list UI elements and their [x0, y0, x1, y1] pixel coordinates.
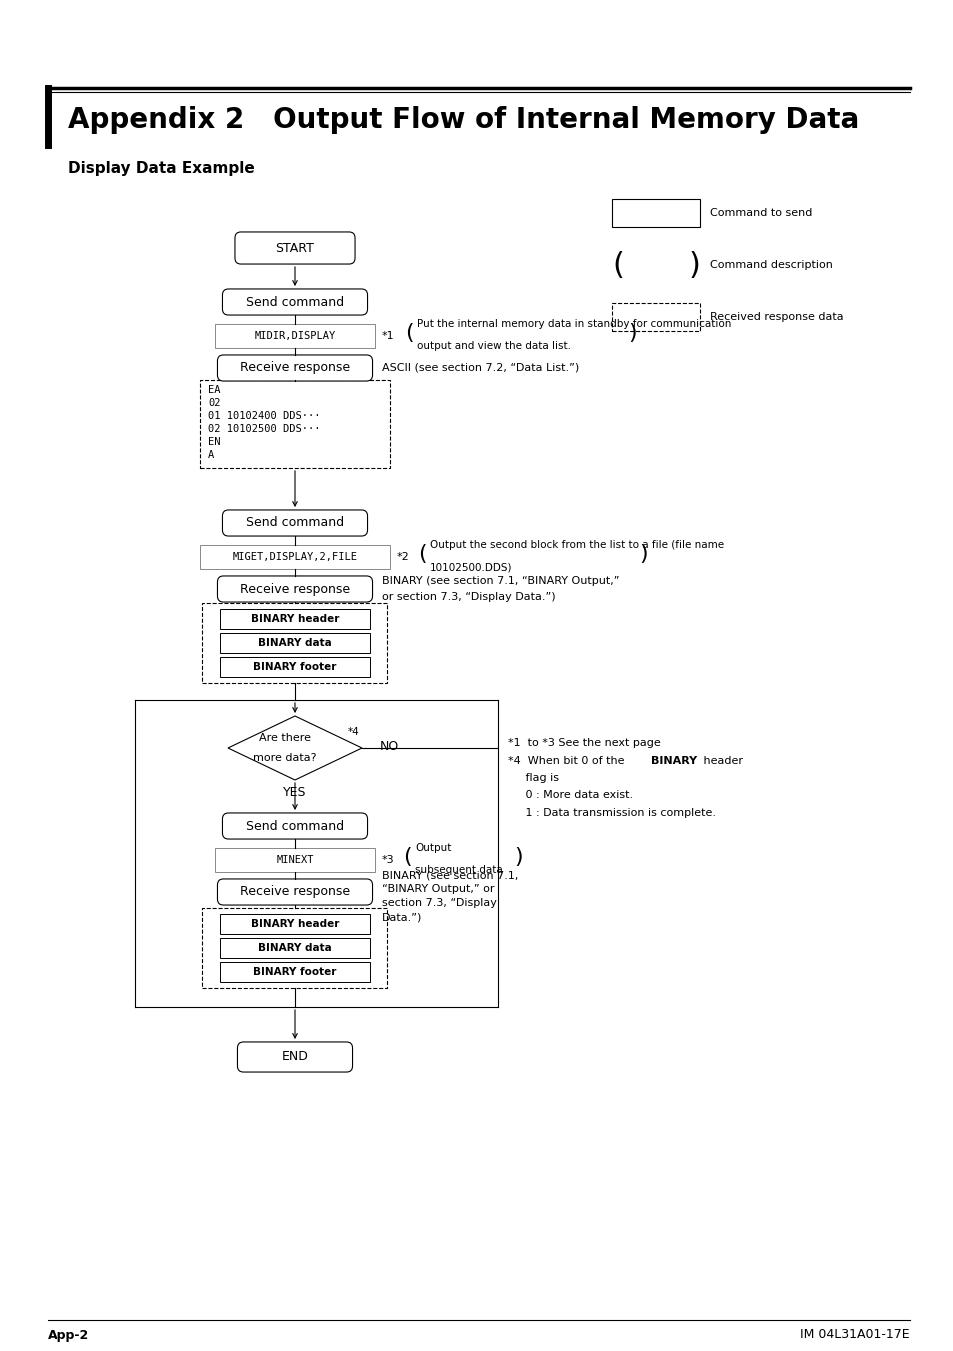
Text: 1 : Data transmission is complete.: 1 : Data transmission is complete.: [507, 808, 716, 817]
Text: *2: *2: [396, 553, 410, 562]
Text: Appendix 2   Output Flow of Internal Memory Data: Appendix 2 Output Flow of Internal Memor…: [68, 105, 859, 134]
Bar: [612, 303, 700, 331]
Text: START: START: [275, 242, 314, 254]
Text: Output: Output: [415, 843, 451, 852]
Text: 10102500.DDS): 10102500.DDS): [430, 562, 512, 571]
Text: (: (: [405, 323, 414, 343]
Bar: [612, 199, 700, 227]
Text: *1: *1: [381, 331, 395, 340]
Text: BINARY footer: BINARY footer: [253, 967, 336, 977]
Text: Display Data Example: Display Data Example: [68, 161, 254, 176]
Bar: [220, 657, 370, 677]
Text: END: END: [281, 1051, 308, 1063]
Text: ): ): [687, 250, 700, 280]
FancyBboxPatch shape: [237, 1042, 353, 1073]
Text: Command to send: Command to send: [709, 208, 812, 218]
Text: (: (: [612, 250, 623, 280]
Polygon shape: [228, 716, 361, 780]
Text: Send command: Send command: [246, 516, 344, 530]
Text: MINEXT: MINEXT: [276, 855, 314, 865]
Text: Send command: Send command: [246, 296, 344, 308]
Text: Send command: Send command: [246, 820, 344, 832]
Text: BINARY (see section 7.1,: BINARY (see section 7.1,: [381, 871, 517, 881]
Text: NO: NO: [379, 739, 399, 753]
Text: output and view the data list.: output and view the data list.: [416, 340, 571, 351]
Bar: [200, 380, 390, 467]
Text: EA: EA: [208, 385, 220, 394]
Text: subsequent data: subsequent data: [415, 865, 502, 875]
Text: BINARY data: BINARY data: [258, 638, 332, 648]
Text: flag is: flag is: [507, 773, 558, 784]
FancyBboxPatch shape: [222, 813, 367, 839]
Bar: [202, 603, 387, 684]
Text: more data?: more data?: [253, 753, 316, 763]
Text: BINARY (see section 7.1, “BINARY Output,”: BINARY (see section 7.1, “BINARY Output,…: [381, 576, 618, 586]
Text: MIGET,DISPLAY,2,FILE: MIGET,DISPLAY,2,FILE: [233, 553, 357, 562]
Bar: [214, 848, 375, 871]
FancyBboxPatch shape: [222, 289, 367, 315]
Bar: [220, 915, 370, 934]
Text: 0 : More data exist.: 0 : More data exist.: [507, 790, 633, 800]
Text: A: A: [208, 450, 214, 459]
Text: (: (: [417, 544, 426, 563]
Text: 01 10102400 DDS···: 01 10102400 DDS···: [208, 411, 320, 422]
Text: *4: *4: [348, 727, 359, 738]
Text: ): ): [639, 544, 647, 563]
Text: Receive response: Receive response: [240, 885, 350, 898]
Text: 02 10102500 DDS···: 02 10102500 DDS···: [208, 424, 320, 434]
Text: BINARY: BINARY: [650, 757, 697, 766]
Text: Receive response: Receive response: [240, 362, 350, 374]
Text: *1  to *3 See the next page: *1 to *3 See the next page: [507, 738, 660, 748]
Text: Output the second block from the list to a file (file name: Output the second block from the list to…: [430, 540, 723, 550]
Text: ASCII (see section 7.2, “Data List.”): ASCII (see section 7.2, “Data List.”): [381, 363, 578, 373]
Text: section 7.3, “Display: section 7.3, “Display: [381, 898, 497, 908]
Text: App-2: App-2: [48, 1328, 90, 1342]
Bar: [202, 908, 387, 988]
FancyBboxPatch shape: [217, 576, 373, 603]
Text: *4  When bit 0 of the: *4 When bit 0 of the: [507, 757, 627, 766]
Text: BINARY data: BINARY data: [258, 943, 332, 952]
Text: BINARY header: BINARY header: [251, 919, 339, 929]
Text: ): ): [628, 323, 637, 343]
Text: BINARY footer: BINARY footer: [253, 662, 336, 671]
Text: EN: EN: [208, 436, 220, 447]
Text: header: header: [700, 757, 742, 766]
Text: YES: YES: [283, 785, 307, 798]
Bar: [220, 609, 370, 630]
FancyBboxPatch shape: [217, 355, 373, 381]
Text: IM 04L31A01-17E: IM 04L31A01-17E: [800, 1328, 909, 1342]
FancyBboxPatch shape: [217, 880, 373, 905]
Bar: [214, 324, 375, 349]
Text: Receive response: Receive response: [240, 582, 350, 596]
Text: “BINARY Output,” or: “BINARY Output,” or: [381, 884, 494, 894]
Bar: [200, 544, 390, 569]
Text: (: (: [402, 847, 411, 867]
Bar: [220, 634, 370, 653]
Text: 02: 02: [208, 399, 220, 408]
Text: BINARY header: BINARY header: [251, 613, 339, 624]
Text: or section 7.3, “Display Data.”): or section 7.3, “Display Data.”): [381, 592, 555, 603]
Text: *3: *3: [381, 855, 395, 865]
Text: MIDIR,DISPLAY: MIDIR,DISPLAY: [254, 331, 335, 340]
Bar: [220, 962, 370, 982]
Text: ): ): [514, 847, 522, 867]
Bar: [220, 938, 370, 958]
FancyBboxPatch shape: [234, 232, 355, 263]
FancyBboxPatch shape: [222, 509, 367, 536]
Text: Received response data: Received response data: [709, 312, 842, 322]
Text: Data.”): Data.”): [381, 912, 422, 921]
Text: Are there: Are there: [258, 734, 311, 743]
Text: Put the internal memory data in standby for communication: Put the internal memory data in standby …: [416, 319, 731, 330]
Text: Command description: Command description: [709, 259, 832, 270]
